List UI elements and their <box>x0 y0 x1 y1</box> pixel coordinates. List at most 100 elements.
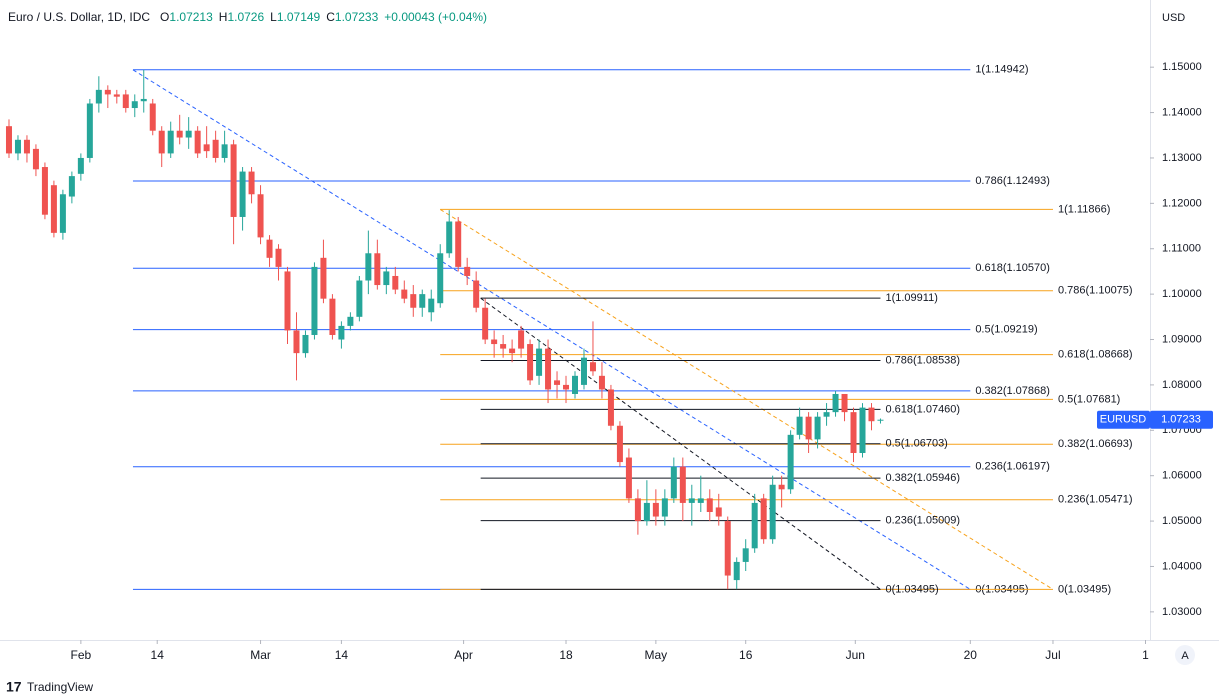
candle-body <box>670 466 677 499</box>
candle-body <box>68 176 75 197</box>
candle-body <box>284 271 291 331</box>
fib-label: 0(1.03495) <box>885 583 938 595</box>
fib-label: 0.236(1.05009) <box>885 515 960 527</box>
candle-body <box>176 130 183 138</box>
candle-body <box>868 407 875 422</box>
candle-body <box>77 157 84 174</box>
candle-body <box>41 167 48 215</box>
candle-body <box>850 412 857 453</box>
candle-body <box>572 375 578 394</box>
candle-body <box>455 221 462 267</box>
candle-body <box>131 101 138 109</box>
candle-body <box>365 253 372 281</box>
candle-body <box>23 139 30 154</box>
candle-body <box>688 498 695 503</box>
x-tick-label: Apr <box>454 648 473 662</box>
ohlc-value: 1.07233 <box>335 10 379 24</box>
candle-body <box>598 375 605 390</box>
candle-body <box>679 466 686 503</box>
price-tag-label: 1.07233 <box>1161 414 1201 426</box>
price-tag <box>1150 410 1213 429</box>
candle-body <box>14 139 21 154</box>
candle-body <box>257 194 264 238</box>
candle-body <box>778 484 785 490</box>
candle-body <box>482 307 489 340</box>
x-tick-label: 18 <box>559 648 573 662</box>
candle-body <box>518 330 525 349</box>
candle-body <box>122 94 129 109</box>
candle-body <box>419 294 426 308</box>
symbol-title: Euro / U.S. Dollar, 1D, IDC <box>8 10 150 24</box>
fib-trend <box>480 297 881 590</box>
ohlc-label: L <box>270 10 277 24</box>
candle-body <box>437 253 444 304</box>
candle-body <box>832 393 839 413</box>
candle-body <box>428 298 435 313</box>
y-tick-label: 1.03000 <box>1162 606 1202 618</box>
candle-body <box>616 425 623 463</box>
header: Euro / U.S. Dollar, 1D, IDC O1.07213 H1.07… <box>8 10 487 24</box>
x-tick-label: 14 <box>335 648 349 662</box>
fib-label: 0.236(1.05471) <box>1058 494 1133 506</box>
x-tick-label: 16 <box>739 648 753 662</box>
x-tick-label: Feb <box>71 648 92 662</box>
candle-body <box>383 271 390 286</box>
candle-body <box>167 130 174 154</box>
y-tick-label: 1.06000 <box>1162 470 1202 482</box>
candle-body <box>724 521 731 576</box>
candle-body <box>697 498 704 503</box>
candle-body <box>410 294 417 308</box>
fib-label: 0.382(1.07868) <box>975 385 1050 397</box>
x-tick-label: Jul <box>1045 648 1060 662</box>
candle-body <box>554 380 561 385</box>
candle-body <box>877 419 884 421</box>
candle-body <box>32 148 39 170</box>
candle-body <box>239 171 246 217</box>
fib-label: 0.5(1.07681) <box>1058 393 1120 405</box>
y-tick-label: 1.05000 <box>1162 515 1202 527</box>
y-tick-label: 1.09000 <box>1162 333 1202 345</box>
ohlc-label: O <box>160 10 169 24</box>
candle-body <box>527 344 534 381</box>
candle-body <box>491 339 498 345</box>
candle-body <box>769 484 776 540</box>
candle-body <box>104 89 111 95</box>
candle-body <box>715 507 722 517</box>
ohlc-value: 1.07213 <box>169 10 213 24</box>
fib-label: 1(1.11866) <box>1058 203 1110 215</box>
candle-body <box>329 298 336 335</box>
candle-body <box>733 561 740 581</box>
candle-body <box>401 289 408 299</box>
candle-body <box>859 407 866 453</box>
candle-body <box>86 103 93 158</box>
x-tick-label: Jun <box>846 648 865 662</box>
y-tick-label: 1.14000 <box>1162 106 1202 118</box>
candle-body <box>302 334 309 354</box>
candle-body <box>320 257 327 299</box>
auto-scale-button[interactable] <box>1175 645 1195 665</box>
price-tag-symbol-label: EURUSD <box>1100 414 1147 426</box>
fib-label: 0.5(1.09219) <box>975 323 1037 335</box>
fib-trend <box>439 209 1054 590</box>
candle-body <box>563 384 570 390</box>
candle-body <box>580 357 587 385</box>
candle-body <box>607 389 614 426</box>
x-tick-label: May <box>645 648 668 662</box>
candle-body <box>841 393 848 413</box>
candle-body <box>158 130 165 154</box>
candle-body <box>230 144 237 217</box>
candle-body <box>293 330 300 354</box>
candle-body <box>823 412 830 417</box>
candle-body <box>536 348 543 376</box>
candle-body <box>652 502 659 517</box>
price-tag-symbol <box>1097 410 1150 429</box>
candle-body <box>275 248 282 267</box>
candle-body <box>140 98 147 102</box>
brand-logo: 17 <box>6 679 22 695</box>
candle-body <box>446 221 453 254</box>
candle-body <box>634 498 641 522</box>
currency-label: USD <box>1162 12 1185 24</box>
auto-scale-label[interactable]: A <box>1181 650 1189 662</box>
